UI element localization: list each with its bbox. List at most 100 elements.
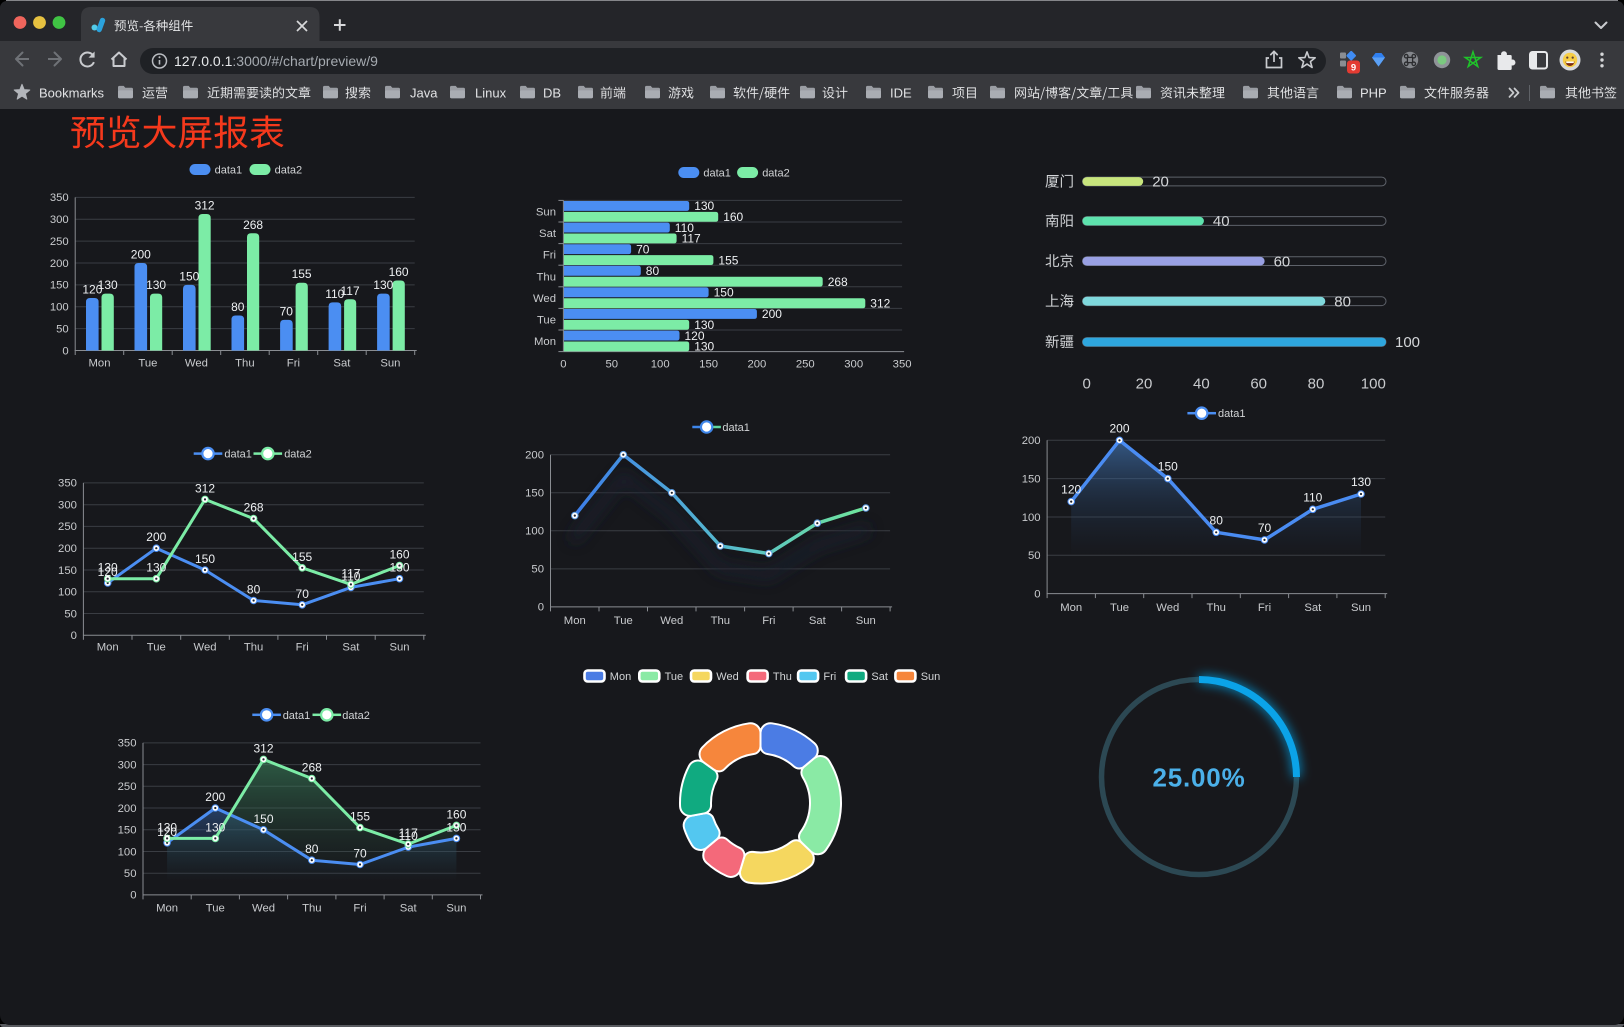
svg-text:80: 80 bbox=[646, 264, 660, 278]
svg-text:50: 50 bbox=[56, 323, 69, 335]
svg-text:130: 130 bbox=[694, 318, 714, 332]
svg-text:Fri: Fri bbox=[823, 671, 836, 683]
svg-text:120: 120 bbox=[98, 565, 118, 579]
svg-text:50: 50 bbox=[124, 868, 137, 880]
svg-text:150: 150 bbox=[1022, 473, 1041, 485]
svg-text:80: 80 bbox=[1334, 293, 1351, 310]
svg-text:Wed: Wed bbox=[185, 357, 208, 369]
svg-text:350: 350 bbox=[893, 358, 912, 370]
svg-text:117: 117 bbox=[682, 232, 701, 246]
svg-text:Tue: Tue bbox=[665, 671, 684, 683]
svg-text:data1: data1 bbox=[1218, 408, 1246, 420]
svg-text:Sat: Sat bbox=[871, 671, 888, 683]
svg-text:350: 350 bbox=[50, 192, 69, 204]
svg-text:0: 0 bbox=[1083, 376, 1091, 393]
svg-text:Mon: Mon bbox=[610, 671, 631, 683]
svg-text:117: 117 bbox=[341, 566, 360, 580]
svg-text:200: 200 bbox=[146, 530, 166, 544]
svg-text:200: 200 bbox=[118, 803, 137, 815]
svg-text:268: 268 bbox=[828, 275, 848, 289]
svg-text:0: 0 bbox=[560, 358, 566, 370]
svg-text:Wed: Wed bbox=[533, 293, 556, 305]
svg-text:0: 0 bbox=[71, 630, 77, 642]
svg-text:Fri: Fri bbox=[762, 615, 775, 627]
svg-text:127.0.0.1:3000/#/chart/preview: 127.0.0.1:3000/#/chart/preview/9 bbox=[174, 53, 378, 69]
svg-text:20: 20 bbox=[1136, 376, 1153, 393]
svg-text:Thu: Thu bbox=[244, 642, 263, 654]
svg-text:130: 130 bbox=[98, 278, 118, 292]
svg-text:250: 250 bbox=[58, 521, 77, 533]
svg-text:300: 300 bbox=[50, 214, 69, 226]
svg-text:50: 50 bbox=[606, 358, 619, 370]
svg-text:100: 100 bbox=[1022, 512, 1041, 524]
svg-text:Sat: Sat bbox=[809, 615, 827, 627]
svg-text:160: 160 bbox=[723, 210, 743, 224]
svg-text:80: 80 bbox=[247, 583, 261, 597]
svg-text:150: 150 bbox=[58, 565, 77, 577]
svg-text:50: 50 bbox=[64, 608, 77, 620]
svg-text:150: 150 bbox=[1158, 460, 1178, 474]
svg-text:130: 130 bbox=[694, 199, 714, 213]
svg-text:155: 155 bbox=[718, 253, 738, 267]
svg-text:110: 110 bbox=[341, 569, 360, 583]
svg-text:data2: data2 bbox=[284, 449, 312, 461]
svg-text:300: 300 bbox=[58, 500, 77, 512]
svg-text:120: 120 bbox=[157, 825, 177, 839]
svg-text:268: 268 bbox=[244, 501, 264, 515]
svg-text:Sun: Sun bbox=[389, 642, 409, 654]
svg-text:80: 80 bbox=[1210, 513, 1224, 527]
svg-text:Sun: Sun bbox=[380, 357, 400, 369]
svg-text:Mon: Mon bbox=[1060, 602, 1082, 614]
svg-text:Fri: Fri bbox=[287, 357, 300, 369]
svg-text:110: 110 bbox=[675, 221, 694, 235]
svg-text:Sat: Sat bbox=[1304, 602, 1322, 614]
svg-text:Thu: Thu bbox=[773, 671, 792, 683]
svg-text:110: 110 bbox=[325, 287, 344, 301]
svg-text:117: 117 bbox=[341, 284, 360, 298]
svg-text:200: 200 bbox=[50, 258, 69, 270]
svg-text:Wed: Wed bbox=[193, 642, 216, 654]
svg-text:130: 130 bbox=[98, 561, 118, 575]
svg-text:Wed: Wed bbox=[252, 903, 275, 915]
svg-text:117: 117 bbox=[399, 826, 418, 840]
svg-text:150: 150 bbox=[525, 488, 544, 500]
svg-text:150: 150 bbox=[50, 280, 69, 292]
svg-text:200: 200 bbox=[131, 248, 151, 262]
svg-text:PHP: PHP bbox=[1360, 85, 1387, 100]
svg-text:Tue: Tue bbox=[206, 903, 225, 915]
svg-text:40: 40 bbox=[1193, 376, 1210, 393]
svg-text:data1: data1 bbox=[722, 422, 750, 434]
svg-text:150: 150 bbox=[118, 825, 137, 837]
svg-text:50: 50 bbox=[531, 564, 544, 576]
svg-text:70: 70 bbox=[280, 304, 294, 318]
svg-text:70: 70 bbox=[353, 847, 367, 861]
svg-text:Fri: Fri bbox=[1258, 602, 1271, 614]
svg-text:DB: DB bbox=[543, 85, 561, 100]
svg-text:312: 312 bbox=[870, 297, 890, 311]
svg-text:Mon: Mon bbox=[156, 903, 178, 915]
svg-text:Tue: Tue bbox=[537, 315, 556, 327]
svg-text:350: 350 bbox=[58, 478, 77, 490]
svg-text:155: 155 bbox=[350, 810, 370, 824]
svg-text:data1: data1 bbox=[224, 449, 252, 461]
svg-text:155: 155 bbox=[292, 550, 312, 564]
svg-text:0: 0 bbox=[130, 890, 136, 902]
svg-text:70: 70 bbox=[636, 242, 650, 256]
svg-text:100: 100 bbox=[118, 846, 137, 858]
svg-text:Fri: Fri bbox=[296, 642, 309, 654]
svg-text:Mon: Mon bbox=[534, 336, 556, 348]
svg-text:Sun: Sun bbox=[921, 671, 941, 683]
svg-text:Sun: Sun bbox=[856, 615, 876, 627]
svg-text:Tue: Tue bbox=[147, 642, 166, 654]
svg-text:130: 130 bbox=[694, 340, 714, 354]
svg-text:150: 150 bbox=[179, 269, 199, 283]
svg-text:250: 250 bbox=[796, 358, 815, 370]
svg-text:Wed: Wed bbox=[660, 615, 683, 627]
svg-text:Mon: Mon bbox=[97, 642, 119, 654]
svg-text:Sun: Sun bbox=[446, 903, 466, 915]
svg-text:200: 200 bbox=[525, 450, 544, 462]
svg-text:250: 250 bbox=[118, 781, 137, 793]
svg-text:200: 200 bbox=[1022, 435, 1041, 447]
svg-text:80: 80 bbox=[1308, 376, 1325, 393]
svg-text:100: 100 bbox=[50, 302, 69, 314]
